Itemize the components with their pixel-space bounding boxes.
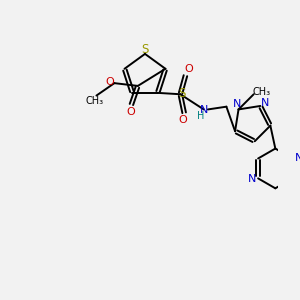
Text: O: O bbox=[127, 107, 135, 117]
Text: O: O bbox=[105, 77, 114, 87]
Text: N: N bbox=[261, 98, 269, 108]
Text: N: N bbox=[294, 153, 300, 163]
Text: N: N bbox=[200, 105, 208, 115]
Text: O: O bbox=[179, 115, 188, 125]
Text: CH₃: CH₃ bbox=[86, 96, 104, 106]
Text: S: S bbox=[141, 43, 149, 56]
Text: CH₃: CH₃ bbox=[252, 87, 271, 97]
Text: N: N bbox=[233, 99, 241, 110]
Text: S: S bbox=[178, 87, 185, 100]
Text: N: N bbox=[248, 174, 256, 184]
Text: O: O bbox=[184, 64, 193, 74]
Text: H: H bbox=[197, 111, 204, 121]
